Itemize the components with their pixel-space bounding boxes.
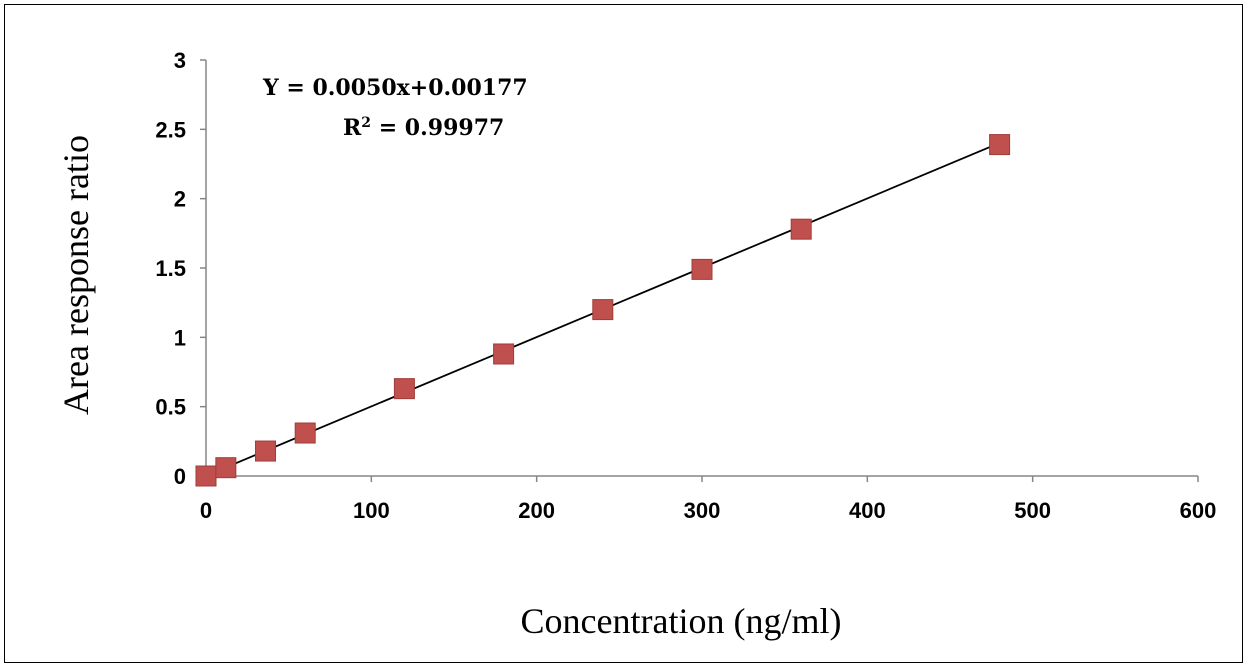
data-point <box>393 378 415 400</box>
r-squared-label: R2 = 0.99977 <box>343 115 504 141</box>
data-point <box>691 258 713 280</box>
data-point <box>294 422 316 444</box>
x-tick-labels: 0 100 200 300 400 500 600 <box>200 498 1216 523</box>
data-points <box>195 134 1011 487</box>
data-point <box>195 465 217 487</box>
chart-frame: 0 0.5 1 1.5 2 2.5 3 0 100 200 300 400 500 600 Y = 0.… <box>4 4 1243 663</box>
x-tick-label: 300 <box>684 498 721 523</box>
y-axis-title: Area response ratio <box>56 135 96 415</box>
equation-label: Y = 0.0050x+0.00177 <box>262 75 528 101</box>
x-axis-title: Concentration (ng/ml) <box>521 601 842 641</box>
y-tick-label: 2.5 <box>155 117 186 142</box>
y-tick-label: 0 <box>174 464 186 489</box>
y-tick-label: 1 <box>174 325 186 350</box>
x-tick-label: 100 <box>353 498 390 523</box>
x-tick-label: 0 <box>200 498 212 523</box>
y-tick-label: 2 <box>174 187 186 212</box>
data-point <box>989 134 1011 156</box>
data-point <box>255 440 277 462</box>
scatter-chart: 0 0.5 1 1.5 2 2.5 3 0 100 200 300 400 500 600 Y = 0.… <box>56 48 1216 641</box>
y-tick-labels: 0 0.5 1 1.5 2 2.5 3 <box>155 48 186 489</box>
y-tick-label: 0.5 <box>155 395 186 420</box>
data-point <box>215 457 237 479</box>
data-point <box>592 299 614 321</box>
r-squared-prefix: R <box>343 115 362 141</box>
r-squared-superscript: 2 <box>361 115 371 131</box>
r-squared-value: = 0.99977 <box>371 115 504 141</box>
x-tick-label: 600 <box>1180 498 1217 523</box>
data-point <box>493 343 515 365</box>
x-tick-label: 200 <box>518 498 555 523</box>
x-tick-label: 400 <box>849 498 886 523</box>
data-point <box>790 218 812 240</box>
x-tick-label: 500 <box>1014 498 1051 523</box>
y-tick-label: 3 <box>174 48 186 73</box>
chart-axes <box>200 59 1199 482</box>
y-tick-label: 1.5 <box>155 256 186 281</box>
